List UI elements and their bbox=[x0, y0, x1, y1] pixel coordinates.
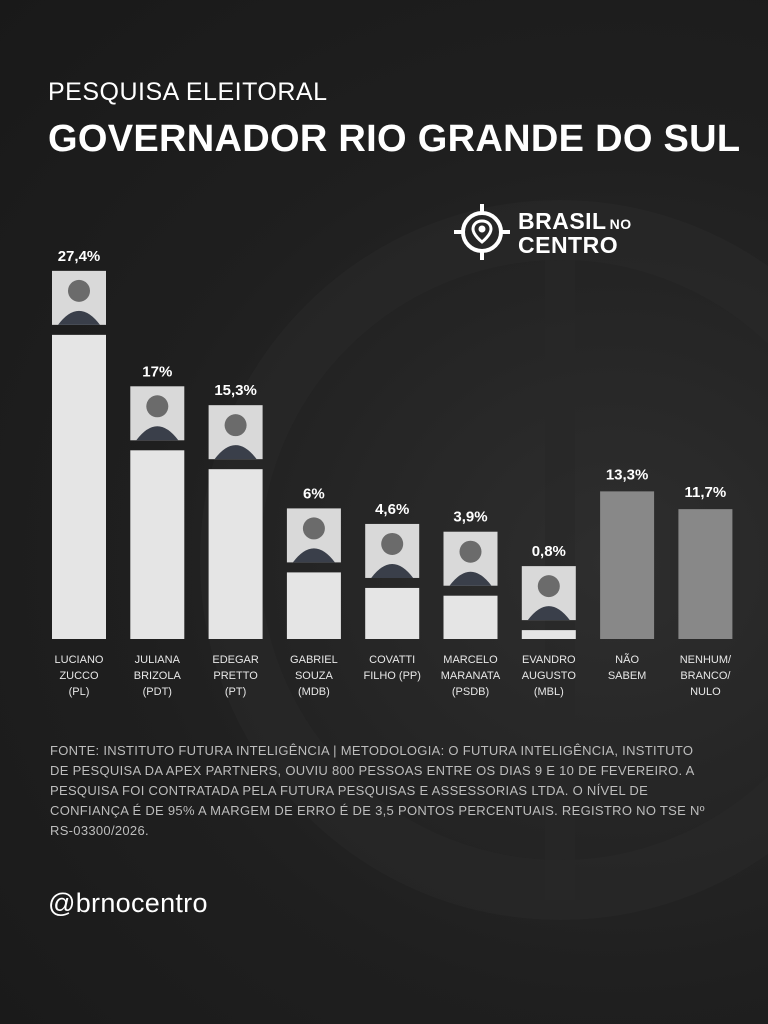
category-label-6-line-2: MARANATA bbox=[441, 670, 501, 682]
photo-body-6 bbox=[449, 571, 492, 586]
bar-6 bbox=[443, 595, 498, 639]
photo-body-5 bbox=[371, 563, 414, 578]
crosshair-pin-icon bbox=[454, 204, 510, 260]
bar-7 bbox=[521, 630, 576, 639]
category-label-1-line-3: (PL) bbox=[69, 686, 90, 698]
photo-head-2 bbox=[146, 395, 169, 418]
category-label-9-line-2: BRANCO/ bbox=[680, 670, 731, 682]
photo-body-7 bbox=[527, 606, 570, 621]
value-label-4: 6% bbox=[303, 485, 325, 502]
chart-title: GOVERNADOR RIO GRANDE DO SUL bbox=[48, 118, 741, 160]
photo-head-1 bbox=[68, 279, 90, 302]
category-label-7-line-1: EVANDRO bbox=[522, 654, 576, 666]
category-label-3-line-2: PRETTO bbox=[213, 670, 258, 682]
bar-1 bbox=[52, 334, 106, 639]
logo-word-centro: CENTRO bbox=[518, 232, 619, 258]
logo-word-no: NO bbox=[609, 216, 632, 232]
category-label-7-line-3: (MBL) bbox=[534, 686, 564, 698]
bar-5 bbox=[365, 587, 420, 639]
value-label-6: 3,9% bbox=[453, 509, 487, 526]
category-label-6-line-1: MARCELO bbox=[443, 654, 498, 666]
category-label-8-line-1: NÃO bbox=[615, 653, 639, 666]
category-label-2-line-1: JULIANA bbox=[135, 654, 181, 666]
category-label-5-line-1: COVATTI bbox=[369, 654, 415, 666]
bar-3 bbox=[208, 469, 263, 639]
category-label-1-line-2: ZUCCO bbox=[59, 670, 99, 682]
value-label-3: 15,3% bbox=[214, 382, 257, 399]
category-label-5-line-2: FILHO (PP) bbox=[363, 670, 420, 682]
logo-word-brasil: BRASIL bbox=[518, 208, 607, 234]
value-label-8: 13,3% bbox=[606, 466, 649, 483]
photo-head-6 bbox=[459, 540, 482, 563]
category-label-2-line-3: (PDT) bbox=[143, 686, 172, 698]
photo-head-4 bbox=[302, 517, 325, 540]
value-label-1: 27,4% bbox=[58, 248, 101, 265]
bar-2 bbox=[130, 450, 185, 639]
category-label-9-line-3: NULO bbox=[690, 686, 721, 698]
value-label-2: 17% bbox=[142, 363, 172, 380]
bar-9 bbox=[678, 509, 733, 639]
photo-head-3 bbox=[224, 414, 247, 437]
category-label-8-line-2: SABEM bbox=[608, 670, 647, 682]
category-label-3-line-3: (PT) bbox=[225, 686, 246, 698]
logo-text-top: BRASIL NO bbox=[518, 208, 632, 235]
category-label-2-line-2: BRIZOLA bbox=[134, 670, 182, 682]
source-note: FONTE: INSTITUTO FUTURA INTELIGÊNCIA | M… bbox=[50, 743, 705, 838]
category-label-4-line-3: (MDB) bbox=[298, 686, 330, 698]
value-label-5: 4,6% bbox=[375, 501, 409, 518]
category-label-7-line-2: AUGUSTO bbox=[522, 670, 577, 682]
category-label-1-line-1: LUCIANO bbox=[55, 654, 104, 666]
photo-head-7 bbox=[537, 575, 560, 598]
chart-kicker: PESQUISA ELEITORAL bbox=[48, 78, 328, 106]
category-label-3-line-1: EDEGAR bbox=[212, 654, 259, 666]
photo-body-1 bbox=[58, 310, 100, 325]
photo-body-4 bbox=[292, 548, 335, 563]
social-handle: @brnocentro bbox=[48, 888, 208, 918]
value-label-9: 11,7% bbox=[685, 484, 727, 501]
category-label-9-line-1: NENHUM/ bbox=[680, 654, 732, 666]
bar-8 bbox=[600, 491, 655, 639]
value-label-7: 0,8% bbox=[532, 543, 566, 560]
category-label-4-line-1: GABRIEL bbox=[290, 654, 338, 666]
bar-chart: 27,4% LUCIANO ZUCCO (PL) 17% JULIANA BRIZOLA (P… bbox=[52, 248, 733, 698]
photo-body-3 bbox=[214, 445, 257, 460]
photo-head-5 bbox=[381, 532, 404, 555]
bar-4 bbox=[286, 572, 341, 639]
category-label-4-line-2: SOUZA bbox=[295, 670, 334, 682]
photo-body-2 bbox=[136, 426, 179, 441]
category-label-6-line-3: (PSDB) bbox=[452, 686, 489, 698]
brand-logo: BRASIL NO CENTRO bbox=[454, 204, 644, 262]
